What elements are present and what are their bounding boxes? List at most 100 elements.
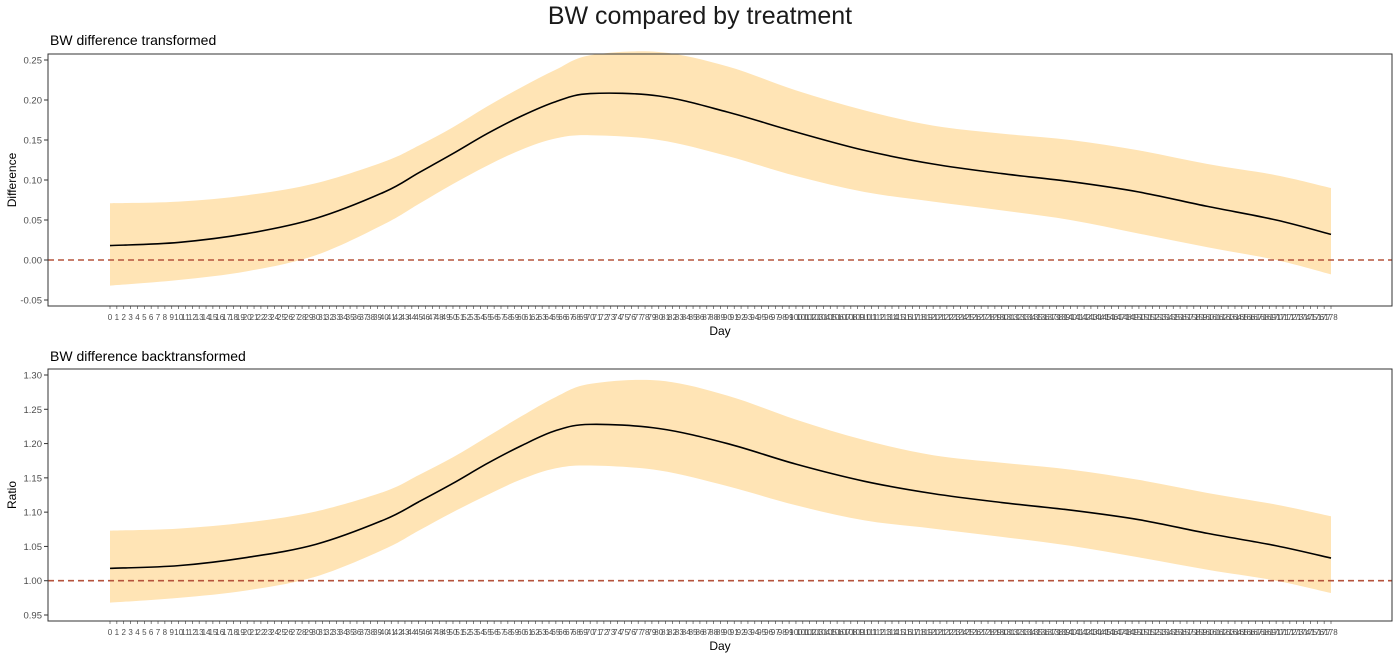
x-tick-label: 150: [1132, 628, 1146, 637]
x-tick-label: 135: [1029, 628, 1043, 637]
panel-1-title: BW difference transformed: [50, 32, 217, 48]
x-tick-label: 134: [1023, 313, 1037, 322]
x-tick-label: 142: [1077, 628, 1091, 637]
x-tick-label: 95: [757, 313, 766, 322]
x-tick-label: 83: [675, 628, 684, 637]
x-tick-label: 147: [1112, 313, 1126, 322]
x-tick-label: 127: [974, 313, 988, 322]
x-tick-label: 106: [830, 628, 844, 637]
x-axis-title: Day: [709, 639, 730, 653]
x-tick-label: 91: [730, 313, 739, 322]
x-tick-label: 168: [1256, 313, 1270, 322]
x-tick-label: 67: [565, 628, 574, 637]
x-tick-label: 10: [174, 313, 183, 322]
x-tick-label: 41: [387, 628, 396, 637]
x-tick-label: 52: [462, 313, 471, 322]
x-tick-label: 176: [1311, 628, 1325, 637]
x-tick-label: 56: [490, 313, 499, 322]
x-tick-label: 62: [531, 313, 540, 322]
y-tick-label: 1.10: [24, 508, 43, 519]
x-tick-label: 152: [1146, 628, 1160, 637]
x-tick-label: 130: [995, 628, 1009, 637]
chart-main-title: BW compared by treatment: [547, 2, 853, 30]
x-tick-label: 171: [1276, 628, 1290, 637]
x-tick-label: 141: [1071, 628, 1085, 637]
x-tick-label: 27: [291, 313, 300, 322]
x-tick-label: 82: [668, 313, 677, 322]
x-tick-label: 98: [778, 313, 787, 322]
x-tick-label: 103: [810, 313, 824, 322]
x-tick-label: 28: [298, 313, 307, 322]
x-tick-label: 114: [886, 628, 899, 637]
x-tick-label: 93: [743, 313, 752, 322]
x-tick-label: 89: [716, 313, 725, 322]
x-tick-label: 111: [865, 628, 878, 637]
x-tick-label: 41: [387, 313, 396, 322]
x-tick-label: 146: [1105, 313, 1119, 322]
x-tick-label: 20: [243, 628, 252, 637]
x-tick-label: 12: [188, 313, 197, 322]
x-tick-label: 77: [634, 628, 643, 637]
x-tick-label: 84: [682, 313, 691, 322]
x-tick-label: 55: [483, 313, 492, 322]
x-tick-label: 8: [163, 313, 168, 322]
x-tick-label: 136: [1036, 628, 1050, 637]
x-tick-label: 100: [789, 628, 803, 637]
x-tick-label: 5: [142, 628, 147, 637]
x-tick-label: 131: [1002, 628, 1016, 637]
x-tick-label: 47: [428, 628, 437, 637]
x-tick-label: 101: [796, 628, 810, 637]
x-tick-label: 35: [346, 313, 355, 322]
x-tick-label: 136: [1036, 313, 1050, 322]
x-tick-label: 104: [817, 313, 831, 322]
x-tick-label: 157: [1180, 313, 1194, 322]
x-tick-label: 121: [933, 628, 947, 637]
x-tick-label: 97: [771, 628, 780, 637]
x-tick-label: 33: [332, 313, 341, 322]
x-tick-label: 74: [613, 313, 622, 322]
x-tick-label: 21: [250, 313, 259, 322]
x-tick-label: 73: [606, 628, 615, 637]
x-tick-label: 108: [844, 313, 858, 322]
x-tick-label: 75: [620, 313, 629, 322]
x-tick-label: 49: [442, 313, 451, 322]
x-axis-title: Day: [709, 324, 730, 338]
x-tick-label: 34: [339, 628, 348, 637]
x-tick-label: 163: [1221, 313, 1235, 322]
x-tick-label: 68: [572, 628, 581, 637]
x-tick-label: 1: [115, 628, 120, 637]
x-tick-label: 76: [627, 628, 636, 637]
x-tick-label: 70: [586, 313, 595, 322]
x-tick-label: 9: [170, 313, 175, 322]
x-tick-label: 153: [1153, 313, 1167, 322]
x-tick-label: 26: [284, 313, 293, 322]
x-tick-label: 137: [1043, 628, 1057, 637]
y-tick-label: 0.20: [24, 96, 43, 107]
x-tick-label: 166: [1242, 313, 1256, 322]
x-tick-label: 29: [304, 628, 313, 637]
x-tick-label: 19: [236, 628, 245, 637]
x-tick-label: 151: [1139, 628, 1153, 637]
x-tick-label: 70: [586, 628, 595, 637]
x-tick-label: 12: [188, 628, 197, 637]
x-tick-label: 78: [641, 628, 650, 637]
x-tick-label: 105: [824, 313, 838, 322]
x-tick-label: 146: [1105, 628, 1119, 637]
x-tick-label: 64: [545, 628, 554, 637]
y-tick-label: 1.30: [24, 371, 43, 382]
x-tick-label: 168: [1256, 628, 1270, 637]
x-tick-label: 83: [675, 313, 684, 322]
x-tick-label: 133: [1016, 628, 1030, 637]
x-tick-label: 59: [510, 628, 519, 637]
x-tick-label: 0: [108, 313, 113, 322]
x-tick-label: 143: [1084, 313, 1098, 322]
x-tick-label: 15: [208, 313, 217, 322]
x-tick-label: 174: [1297, 628, 1311, 637]
x-tick-label: 18: [229, 313, 238, 322]
x-tick-label: 95: [757, 628, 766, 637]
x-tick-label: 16: [215, 628, 224, 637]
x-tick-label: 20: [243, 313, 252, 322]
y-tick-label: 0.00: [24, 256, 43, 267]
x-tick-label: 124: [954, 628, 968, 637]
y-tick-label: -0.05: [20, 296, 42, 307]
